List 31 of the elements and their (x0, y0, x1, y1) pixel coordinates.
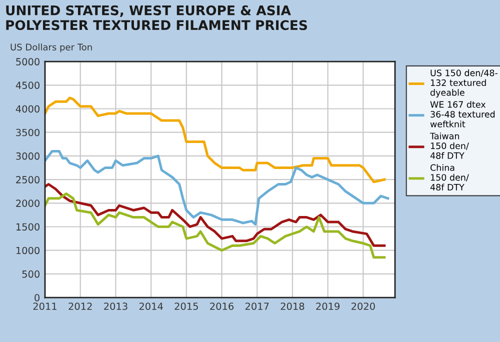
x-tick-label: 2015 (174, 302, 198, 310)
x-tick-label: 2019 (316, 302, 340, 310)
x-tick-label: 2020 (352, 302, 375, 310)
x-tick-label: 2011 (33, 302, 56, 310)
x-tick-label: 2014 (139, 302, 163, 310)
line-series (45, 192, 386, 259)
y-tick-label: 3500 (16, 128, 40, 136)
y-tick-label: 2500 (16, 176, 40, 184)
x-tick-label: 2013 (104, 302, 128, 310)
y-tick-label: 500 (22, 270, 40, 278)
legend-label: Taiwan 150 den/ 48f DTY (430, 132, 469, 159)
y-tick-label: 2000 (16, 200, 40, 207)
y-tick-label: 1000 (16, 246, 40, 254)
y-tick-label: 5000 (16, 58, 40, 66)
y-tick-label: 4500 (16, 82, 40, 89)
x-tick-label: 2018 (280, 302, 304, 310)
y-tick-label: 0 (34, 294, 40, 302)
line-series (45, 150, 390, 226)
x-tick-label: 2017 (245, 302, 269, 310)
x-tick-label: 2012 (68, 302, 92, 310)
line-series (45, 183, 386, 247)
x-tick-label: 2016 (210, 302, 234, 310)
legend-label: US 150 den/48- 132 textured dyeable (430, 69, 498, 98)
legend-label: China 150 den/ 48f DTY (430, 164, 469, 190)
legend-label: WE 167 dtex 36-48 textured weftknit (430, 101, 495, 128)
y-tick-label: 4000 (16, 105, 40, 113)
y-tick-label: 1500 (16, 223, 40, 231)
chart-title: UNITED STATES, WEST EUROPE & ASIA POLYESTER TEXTURED FILAMENT PRICES (6, 5, 307, 30)
y-axis-title: US Dollars per Ton (10, 44, 92, 52)
y-tick-label: 3000 (16, 152, 40, 160)
line-series (45, 96, 386, 184)
